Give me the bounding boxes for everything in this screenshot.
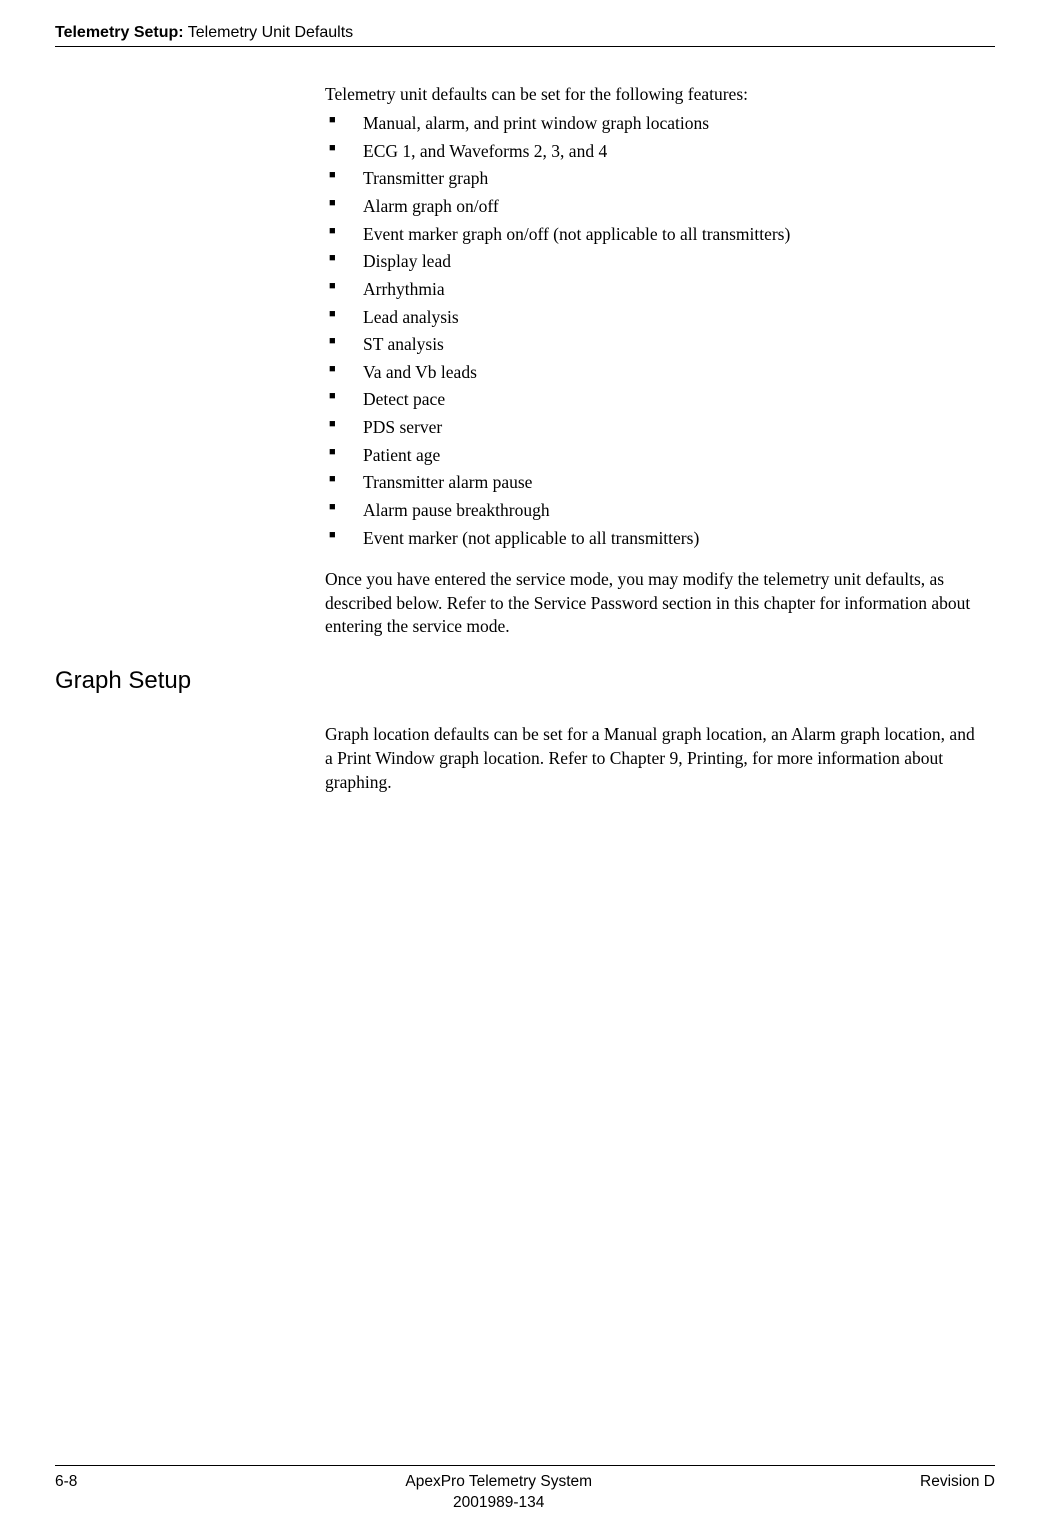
- list-item: ST analysis: [325, 333, 985, 357]
- list-item: Arrhythmia: [325, 278, 985, 302]
- list-item: Alarm graph on/off: [325, 195, 985, 219]
- footer-docnum: 2001989-134: [405, 1493, 592, 1514]
- list-item: Manual, alarm, and print window graph lo…: [325, 112, 985, 136]
- intro-text: Telemetry unit defaults can be set for t…: [325, 83, 985, 107]
- list-item: PDS server: [325, 416, 985, 440]
- list-item: Transmitter graph: [325, 167, 985, 191]
- section-heading: Graph Setup: [55, 665, 985, 697]
- footer-page-number: 6-8: [55, 1472, 77, 1514]
- content-block: Telemetry unit defaults can be set for t…: [325, 47, 985, 795]
- after-list-paragraph: Once you have entered the service mode, …: [325, 568, 985, 639]
- list-item: Event marker (not applicable to all tran…: [325, 527, 985, 551]
- list-item: Detect pace: [325, 388, 985, 412]
- footer-title: ApexPro Telemetry System: [405, 1472, 592, 1493]
- list-item: Va and Vb leads: [325, 361, 985, 385]
- footer-rule: [55, 1465, 995, 1466]
- graph-paragraph: Graph location defaults can be set for a…: [325, 723, 985, 794]
- running-header: Telemetry Setup: Telemetry Unit Defaults: [55, 22, 995, 44]
- list-item: Alarm pause breakthrough: [325, 499, 985, 523]
- page-footer: 6-8 ApexPro Telemetry System 2001989-134…: [0, 1465, 1050, 1514]
- footer-revision: Revision D: [920, 1472, 995, 1514]
- list-item: Transmitter alarm pause: [325, 471, 985, 495]
- list-item: Patient age: [325, 444, 985, 468]
- list-item: Lead analysis: [325, 306, 985, 330]
- list-item: ECG 1, and Waveforms 2, 3, and 4: [325, 140, 985, 164]
- list-item: Event marker graph on/off (not applicabl…: [325, 223, 985, 247]
- header-chapter: Telemetry Setup:: [55, 24, 184, 41]
- header-section: Telemetry Unit Defaults: [188, 24, 353, 41]
- features-list: Manual, alarm, and print window graph lo…: [325, 112, 985, 550]
- list-item: Display lead: [325, 250, 985, 274]
